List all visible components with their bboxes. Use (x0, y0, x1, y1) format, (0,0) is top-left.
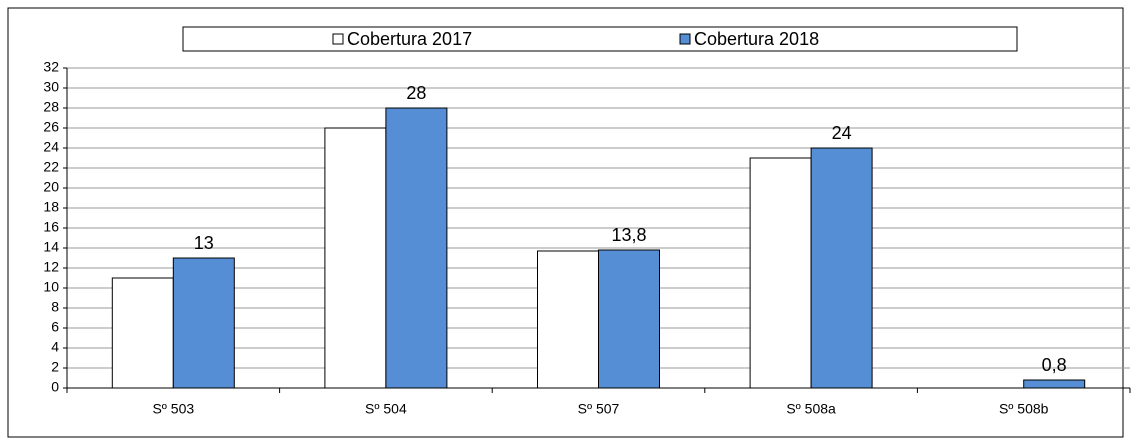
y-tick-label: 24 (43, 139, 59, 155)
legend-swatch (679, 33, 691, 45)
y-tick-label: 2 (51, 359, 59, 375)
y-tick-label: 32 (43, 59, 59, 75)
bar (324, 127, 387, 389)
y-tick-label: 16 (43, 219, 59, 235)
bar (537, 250, 599, 389)
x-tick-label: Sº 507 (578, 401, 620, 417)
y-tick-label: 18 (43, 199, 59, 215)
bar (172, 257, 235, 389)
bar (810, 147, 873, 389)
x-tick-label: Sº 508a (786, 401, 836, 417)
y-tick-label: 14 (43, 239, 59, 255)
value-label: 24 (832, 123, 852, 143)
y-tick-label: 28 (43, 99, 59, 115)
value-label: 28 (406, 83, 426, 103)
bar (111, 277, 174, 389)
x-tick-label: Sº 504 (365, 401, 407, 417)
y-tick-label: 22 (43, 159, 59, 175)
x-tick-label: Sº 503 (152, 401, 194, 417)
legend-label: Cobertura 2018 (694, 29, 819, 49)
y-tick-label: 8 (51, 299, 59, 315)
legend-label: Cobertura 2017 (347, 29, 472, 49)
bar (598, 249, 660, 389)
value-label: 13 (194, 233, 214, 253)
legend-swatch (332, 33, 344, 45)
y-tick-label: 20 (43, 179, 59, 195)
y-tick-label: 10 (43, 279, 59, 295)
bar (385, 107, 448, 389)
bar (749, 157, 812, 389)
bar (1023, 379, 1086, 389)
y-tick-label: 4 (51, 339, 59, 355)
y-tick-label: 12 (43, 259, 59, 275)
y-tick-label: 30 (43, 79, 59, 95)
value-label: 0,8 (1042, 355, 1067, 375)
y-tick-label: 26 (43, 119, 59, 135)
x-tick-label: Sº 508b (999, 401, 1049, 417)
y-tick-label: 0 (51, 379, 59, 395)
legend-box (182, 26, 1018, 52)
value-label: 13,8 (611, 225, 646, 245)
y-tick-label: 6 (51, 319, 59, 335)
